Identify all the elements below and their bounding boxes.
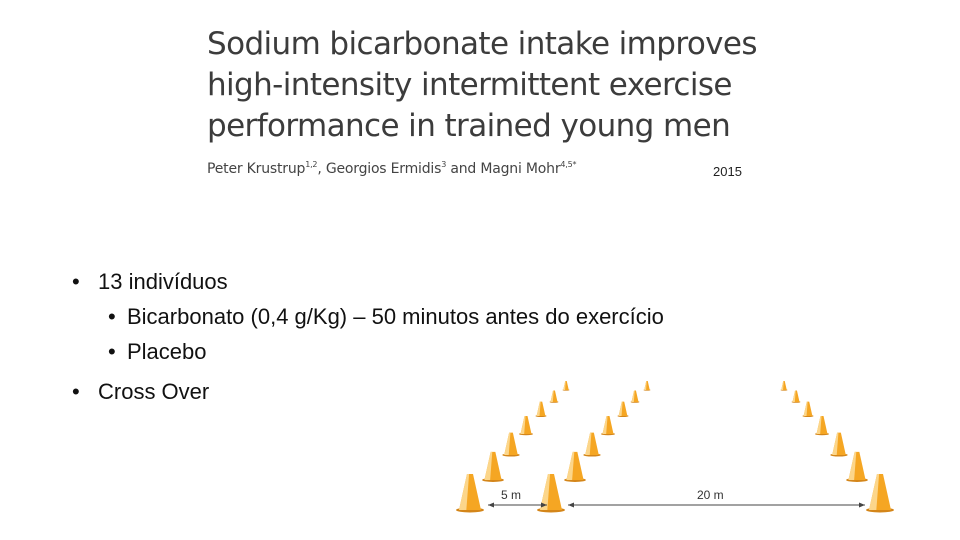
- traffic-cone-icon: [456, 474, 484, 513]
- author-name: Magni Mohr: [480, 161, 561, 177]
- bullet-subitem: • Bicarbonato (0,4 g/Kg) – 50 minutos ant…: [72, 299, 664, 334]
- bullet-dot: •: [72, 269, 80, 294]
- cone-highlight: [550, 390, 554, 402]
- traffic-cone-icon: [564, 451, 586, 482]
- author-affiliation: 1,2: [305, 160, 318, 169]
- label-20m: 20 m: [697, 488, 724, 502]
- bullet-dot: •: [108, 339, 116, 364]
- traffic-cone-icon: [802, 401, 814, 417]
- cone-highlight: [484, 451, 493, 480]
- author-separator: and: [446, 161, 481, 177]
- traffic-cone-icon: [617, 401, 629, 417]
- author-separator: ,: [317, 161, 326, 177]
- cone-highlight: [566, 451, 575, 480]
- arrow-head-icon: [568, 502, 574, 508]
- traffic-cone-icon: [535, 401, 547, 417]
- bullet-subitem: • Placebo: [72, 334, 664, 369]
- cone-highlight: [618, 401, 623, 416]
- cone-highlight: [585, 432, 592, 455]
- title-line-1: Sodium bicarbonate intake improves: [207, 26, 758, 62]
- cone-highlight: [631, 390, 635, 402]
- traffic-cone-icon: [815, 416, 829, 436]
- traffic-cone-icon: [846, 451, 868, 482]
- arrow-head-icon: [541, 502, 547, 508]
- paper-authors: Peter Krustrup1,2, Georgios Ermidis3 and…: [207, 160, 577, 177]
- cone-highlight: [504, 432, 511, 455]
- traffic-cone-icon: [549, 390, 559, 403]
- author-name: Peter Krustrup: [207, 161, 306, 177]
- arrow-head-icon: [488, 502, 494, 508]
- cone-highlight: [536, 401, 541, 416]
- traffic-cone-icon: [830, 432, 848, 457]
- cone-highlight: [803, 401, 808, 416]
- arrow-head-icon: [859, 502, 865, 508]
- bullet-text: Placebo: [127, 339, 207, 364]
- bullet-item: • 13 indivíduos: [72, 264, 664, 299]
- bullet-dot: •: [108, 304, 116, 329]
- bullet-text: Cross Over: [98, 379, 210, 404]
- cone-highlight: [832, 432, 839, 455]
- traffic-cone-icon: [643, 381, 651, 391]
- title-line-3: performance in trained young men: [207, 108, 731, 144]
- traffic-cone-icon: [502, 432, 520, 457]
- bullet-text: Bicarbonato (0,4 g/Kg) – 50 minutos ante…: [127, 304, 664, 329]
- cone-highlight: [563, 381, 566, 390]
- cone-highlight: [602, 416, 608, 434]
- cone-highlight: [520, 416, 526, 434]
- cone-highlight: [644, 381, 647, 390]
- bullet-text: 13 indivíduos: [98, 269, 228, 294]
- cone-group: [456, 381, 894, 513]
- publication-year: 2015: [713, 164, 742, 179]
- traffic-cone-icon: [866, 474, 894, 513]
- cone-highlight: [816, 416, 822, 434]
- cone-highlight: [540, 474, 551, 510]
- author-affiliation: 4,5*: [560, 160, 577, 169]
- traffic-cone-icon: [519, 416, 533, 436]
- label-5m: 5 m: [501, 488, 521, 502]
- traffic-cone-icon: [583, 432, 601, 457]
- traffic-cone-icon: [630, 390, 640, 403]
- bullet-list: • 13 indivíduos • Bicarbonato (0,4 g/Kg) –…: [72, 264, 664, 409]
- cone-course-figure: 5 m 20 m: [456, 381, 894, 513]
- traffic-cone-icon: [601, 416, 615, 436]
- paper-title: Sodium bicarbonate intake improves high-…: [207, 24, 807, 147]
- bullet-item: • Cross Over: [72, 374, 664, 409]
- traffic-cone-icon: [537, 474, 565, 513]
- cone-highlight: [848, 451, 857, 480]
- bullet-dot: •: [72, 379, 80, 404]
- author-name: Georgios Ermidis: [325, 161, 442, 177]
- traffic-cone-icon: [780, 381, 788, 391]
- traffic-cone-icon: [482, 451, 504, 482]
- cone-highlight: [459, 474, 470, 510]
- author-affiliation: 3: [441, 160, 447, 169]
- traffic-cone-icon: [791, 390, 801, 403]
- traffic-cone-icon: [562, 381, 570, 391]
- cone-highlight: [781, 381, 784, 390]
- title-line-2: high-intensity intermittent exercise: [207, 67, 733, 103]
- cone-highlight: [869, 474, 880, 510]
- cone-highlight: [792, 390, 796, 402]
